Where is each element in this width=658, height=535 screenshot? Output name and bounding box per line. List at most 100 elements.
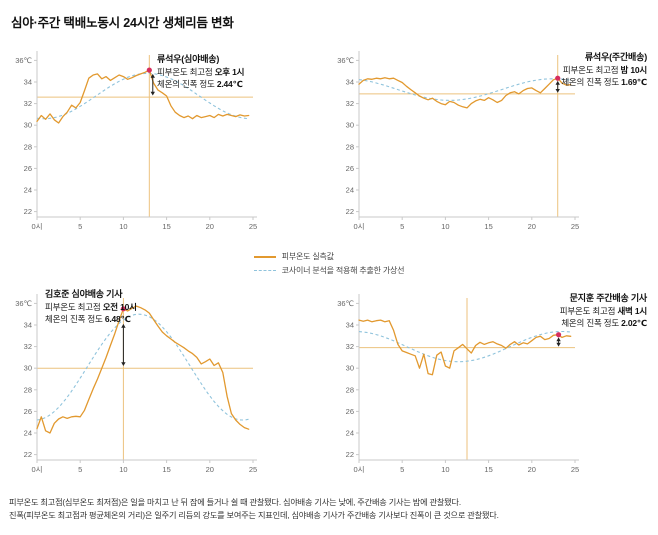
cosine-fit-line	[36, 72, 249, 120]
cosine-line-swatch-icon	[253, 270, 276, 271]
y-tick-label: 36℃	[337, 299, 354, 308]
y-tick-label: 28	[24, 142, 32, 151]
amplitude-value: 2.02℃	[621, 318, 647, 328]
x-tick-label: 0시	[353, 222, 364, 231]
peak-label: 피부온도 최고점 밤 10시	[561, 64, 647, 77]
x-tick-label: 15	[484, 465, 492, 474]
y-tick-label: 24	[346, 429, 354, 438]
chart-panel-ryu-night: 22 24 26 28 30 32 34 36℃ 0시 5 10 15 20 25 류석우(심야배송) 피…	[9, 45, 331, 243]
chart-canvas-moon-day: 22 24 26 28 30 32 34 36℃ 0시 5 10 15 20 25	[337, 294, 579, 474]
x-tick-label: 20	[528, 222, 536, 231]
chart-panel-kim-night: 22 24 26 28 30 32 34 36℃ 0시 5 10 15 20 25 김호준 심야배송 기사…	[9, 288, 331, 486]
peak-label: 피부온도 최고점 오전 10시	[45, 301, 137, 314]
peak-dot	[555, 75, 561, 81]
amplitude-prefix: 체온의 진폭 정도	[45, 314, 103, 324]
amplitude-value: 1.69℃	[621, 77, 647, 87]
x-tick-label: 25	[571, 465, 579, 474]
legend-item-cosine: 코사이너 분석을 적용해 추출한 가상선	[253, 265, 405, 276]
peak-dot	[555, 332, 562, 338]
footnote-1: 피부온도 최고점(심부온도 최저점)은 일을 마치고 난 뒤 잠에 들거나 쉴 …	[9, 498, 461, 507]
y-tick-label: 26	[346, 164, 354, 173]
x-tick-label: 20	[206, 465, 214, 474]
y-tick-label: 36℃	[15, 56, 32, 65]
y-tick-label: 22	[24, 207, 32, 216]
y-tick-label: 26	[24, 164, 32, 173]
annotation-name: 김호준 심야배송 기사	[45, 289, 123, 299]
cosine-fit-line	[358, 330, 571, 363]
y-tick-label: 30	[346, 364, 354, 373]
y-tick-label: 26	[346, 407, 354, 416]
charts-row-bottom: 22 24 26 28 30 32 34 36℃ 0시 5 10 15 20 25 김호준 심야배송 기사…	[9, 288, 649, 486]
peak-label: 피부온도 최고점 새벽 1시	[560, 305, 647, 318]
annotation-name: 류석우(주간배송)	[584, 52, 647, 62]
arrowhead-down-icon	[121, 362, 126, 367]
amplitude-prefix: 체온의 진폭 정도	[157, 79, 215, 89]
y-tick-label: 28	[24, 385, 32, 394]
x-tick-label: 5	[78, 465, 82, 474]
arrowhead-down-icon	[556, 342, 561, 347]
charts-row-top: 22 24 26 28 30 32 34 36℃ 0시 5 10 15 20 25 류석우(심야배송) 피…	[9, 45, 649, 243]
amplitude-prefix: 체온의 진폭 정도	[561, 77, 619, 87]
x-tick-label: 15	[162, 222, 170, 231]
chart-canvas-ryu-night: 22 24 26 28 30 32 34 36℃ 0시 5 10 15 20 25	[15, 51, 257, 231]
annotation-name: 문지훈 주간배송 기사	[569, 293, 648, 303]
x-tick-label: 10	[119, 465, 127, 474]
footnote-2: 진폭(피부온도 최고점과 평균체온의 거리)은 일주기 리듬의 강도를 보여주는…	[9, 511, 499, 520]
arrowhead-up-icon	[555, 80, 560, 85]
y-tick-label: 32	[346, 99, 354, 108]
amplitude-label: 체온의 진폭 정도 6.48℃	[45, 313, 137, 326]
x-tick-label: 10	[119, 222, 127, 231]
annotation-moon-day: 문지훈 주간배송 기사 피부온도 최고점 새벽 1시 체온의 진폭 정도 2.0…	[560, 292, 647, 330]
x-tick-label: 0시	[31, 465, 42, 474]
measured-line	[36, 305, 250, 434]
legend-measured-label: 피부온도 실측값	[281, 252, 334, 261]
cosine-fit-line	[36, 313, 249, 421]
footnotes: 피부온도 최고점(심부온도 최저점)은 일을 마치고 난 뒤 잠에 들거나 쉴 …	[9, 496, 649, 522]
y-tick-label: 34	[24, 321, 32, 330]
arrowhead-up-icon	[121, 323, 126, 328]
x-tick-label: 25	[249, 222, 257, 231]
peak-time-value: 오전 10시	[102, 301, 137, 312]
peak-time-value: 오후 1시	[214, 66, 245, 77]
arrowhead-up-icon	[150, 73, 155, 78]
legend-cosine-label: 코사이너 분석을 적용해 추출한 가상선	[281, 266, 405, 275]
y-tick-label: 30	[24, 364, 32, 373]
peak-prefix: 피부온도 최고점	[562, 64, 619, 75]
chart-canvas-ryu-day: 22 24 26 28 30 32 34 36℃ 0시 5 10 15 20 25	[337, 51, 579, 231]
y-tick-label: 24	[24, 186, 32, 195]
y-tick-label: 36℃	[15, 299, 32, 308]
x-tick-label: 0시	[31, 222, 42, 231]
y-tick-label: 30	[24, 121, 32, 130]
peak-time-value: 밤 10시	[620, 64, 648, 75]
y-tick-label: 36℃	[337, 56, 354, 65]
arrowhead-up-icon	[556, 337, 561, 342]
x-tick-label: 25	[249, 465, 257, 474]
measured-line-swatch-icon	[253, 255, 276, 258]
peak-time-value: 새벽 1시	[617, 305, 647, 316]
y-tick-label: 24	[24, 429, 32, 438]
y-tick-label: 30	[346, 121, 354, 130]
peak-label: 피부온도 최고점 오후 1시	[157, 66, 244, 79]
amplitude-prefix: 체온의 진폭 정도	[561, 318, 619, 328]
annotation-ryu-day: 류석우(주간배송) 피부온도 최고점 밤 10시 체온의 진폭 정도 1.69℃	[561, 51, 647, 89]
y-tick-label: 28	[346, 385, 354, 394]
peak-prefix: 피부온도 최고점	[559, 305, 616, 316]
y-tick-label: 28	[346, 142, 354, 151]
measured-line	[358, 319, 572, 376]
peak-prefix: 피부온도 최고점	[45, 301, 101, 312]
y-tick-label: 22	[24, 450, 32, 459]
peak-prefix: 피부온도 최고점	[157, 66, 213, 77]
x-tick-label: 5	[400, 465, 404, 474]
arrowhead-down-icon	[555, 89, 560, 93]
y-tick-label: 26	[24, 407, 32, 416]
page-title: 심야·주간 택배노동시 24시간 생체리듬 변화	[11, 16, 234, 30]
amplitude-label: 체온의 진폭 정도 2.02℃	[560, 317, 647, 330]
x-tick-label: 0시	[353, 465, 364, 474]
x-tick-label: 15	[484, 222, 492, 231]
amplitude-value: 2.44℃	[216, 79, 243, 89]
x-tick-label: 10	[441, 465, 449, 474]
x-tick-label: 10	[441, 222, 449, 231]
cosine-fit-line	[358, 78, 571, 101]
amplitude-value: 6.48℃	[104, 314, 131, 324]
